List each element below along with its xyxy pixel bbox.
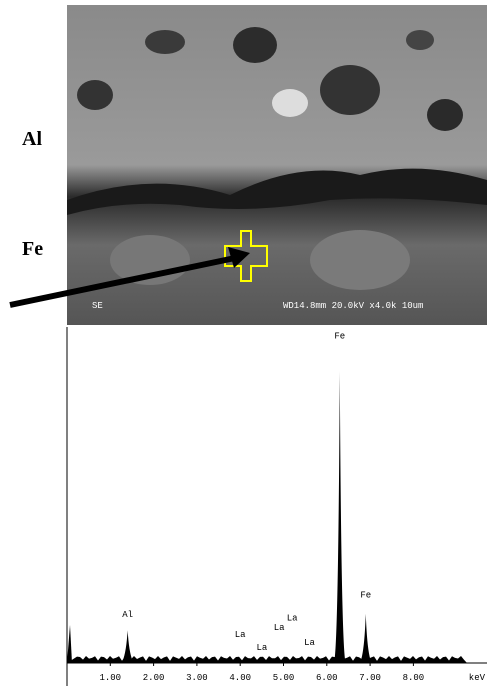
label-al: Al (22, 128, 42, 150)
peak-label: La (256, 643, 267, 653)
x-tick-label: 1.00 (99, 673, 121, 683)
peak-label: Fe (360, 590, 371, 600)
peak-label: Fe (334, 331, 345, 341)
x-axis-label: keV (469, 673, 486, 683)
sem-image: SE WD14.8mm 20.0kV x4.0k 10um (10, 5, 487, 325)
peak (122, 630, 134, 663)
x-tick-label: 2.00 (143, 673, 165, 683)
peak-label: La (287, 613, 298, 623)
peak (334, 371, 346, 663)
x-tick-label: 5.00 (273, 673, 295, 683)
label-fe: Fe (22, 238, 43, 260)
figure: SE WD14.8mm 20.0kV x4.0k 10um Al Fe 1.00… (0, 0, 487, 686)
sem-info: WD14.8mm 20.0kV x4.0k 10um (283, 301, 423, 311)
baseline-noise (67, 625, 72, 663)
peak-label: La (235, 630, 246, 640)
peak-label: La (304, 638, 315, 648)
x-tick-label: 6.00 (316, 673, 338, 683)
x-tick-label: 8.00 (403, 673, 425, 683)
peak-label: Al (122, 610, 133, 620)
sem-mode: SE (92, 301, 103, 311)
x-tick-label: 3.00 (186, 673, 208, 683)
peak-label: La (274, 623, 285, 633)
x-tick-label: 4.00 (229, 673, 251, 683)
peak (360, 614, 372, 663)
x-tick-label: 7.00 (359, 673, 381, 683)
